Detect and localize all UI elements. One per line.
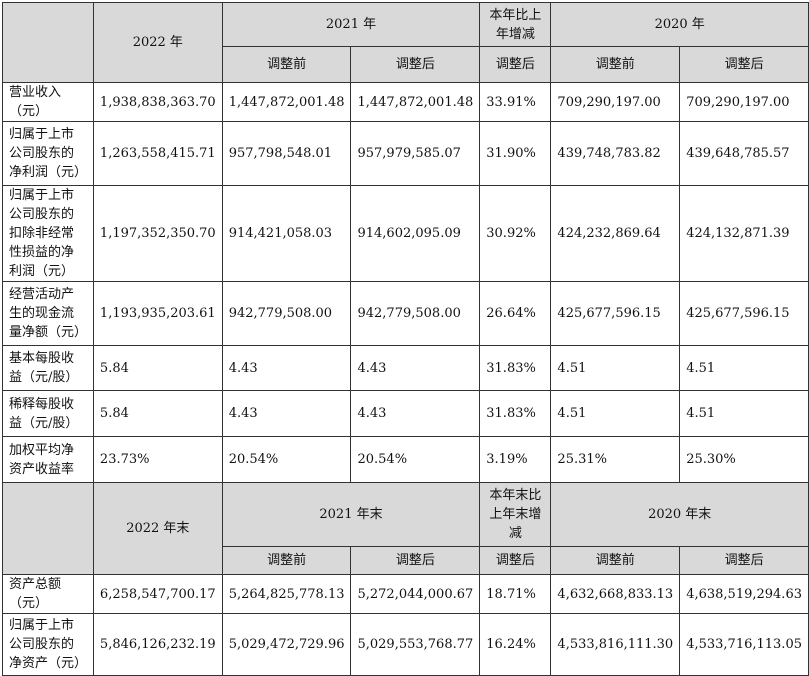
- cell: 5,264,825,778.13: [221, 574, 352, 614]
- row-label: 资产总额（元）: [2, 574, 94, 614]
- subheader-2020-after: 调整后: [679, 546, 809, 575]
- table-row: 稀释每股收益（元/股） 5.84 4.43 4.43 31.83% 4.51 4…: [2, 390, 809, 437]
- cell: 23.73%: [92, 436, 223, 483]
- row-label: 基本每股收益（元/股）: [2, 345, 94, 391]
- cell: 424,132,871.39: [679, 185, 809, 282]
- cell: 4,533,716,113.05: [679, 613, 809, 676]
- cell: 424,232,869.64: [550, 185, 681, 282]
- table-row: 归属于上市公司股东的净资产（元） 5,846,126,232.19 5,029,…: [2, 613, 809, 676]
- cell: 4.43: [221, 345, 352, 391]
- cell: 30.92%: [479, 185, 552, 282]
- col-header-2021-end: 2021 年末: [221, 482, 481, 547]
- cell: 1,197,352,350.70: [92, 185, 223, 282]
- cell: 942,779,508.00: [350, 281, 481, 346]
- cell: 16.24%: [479, 613, 552, 676]
- cell: 425,677,596.15: [550, 281, 681, 346]
- cell: 26.64%: [479, 281, 552, 346]
- table-row: 营业收入（元） 1,938,838,363.70 1,447,872,001.4…: [2, 82, 809, 122]
- col-header-change-end: 本年末比上年末增减: [479, 482, 552, 547]
- subheader-2021-after: 调整后: [350, 546, 481, 575]
- row-label: 营业收入（元）: [2, 82, 94, 122]
- cell: 1,938,838,363.70: [92, 82, 223, 122]
- cell: 914,421,058.03: [221, 185, 352, 282]
- cell: 1,447,872,001.48: [350, 82, 481, 122]
- cell: 4.43: [350, 345, 481, 391]
- subheader-row: 调整前 调整后 调整后 调整前 调整后: [3, 546, 809, 575]
- subheader-2021-before: 调整前: [221, 46, 352, 83]
- header-row: 2022 年末 2021 年末 本年末比上年末增减 2020 年末: [2, 482, 809, 575]
- cell: 25.30%: [679, 436, 809, 483]
- cell: 5,272,044,000.67: [350, 574, 481, 614]
- table-row: 经营活动产生的现金流量净额（元） 1,193,935,203.61 942,77…: [2, 281, 809, 346]
- row-label: 归属于上市公司股东的净资产（元）: [2, 613, 94, 676]
- cell: 4.51: [679, 390, 809, 437]
- cell: 25.31%: [550, 436, 681, 483]
- cell: 425,677,596.15: [679, 281, 809, 346]
- subheader-change-after: 调整后: [479, 46, 552, 83]
- cell: 4.51: [679, 345, 809, 391]
- cell: 1,447,872,001.48: [221, 82, 352, 122]
- subheader-2021-after: 调整后: [350, 46, 481, 83]
- cell: 4.43: [350, 390, 481, 437]
- subheader-row: 调整前 调整后 调整后 调整前 调整后: [3, 46, 809, 83]
- cell: 4.51: [550, 345, 681, 391]
- cell: 3.19%: [479, 436, 552, 483]
- table-row: 加权平均净资产收益率 23.73% 20.54% 20.54% 3.19% 25…: [2, 436, 809, 483]
- cell: 439,648,785.57: [679, 121, 809, 186]
- header-row: 2022 年 2021 年 本年比上年增减 2020 年: [2, 2, 809, 83]
- cell: 31.83%: [479, 345, 552, 391]
- subheader-2020-before: 调整前: [550, 546, 681, 575]
- subheader-change-after: 调整后: [479, 546, 552, 575]
- cell: 4,533,816,111.30: [550, 613, 681, 676]
- row-label: 归属于上市公司股东的扣除非经常性损益的净利润（元）: [2, 185, 94, 282]
- cell: 6,258,547,700.17: [92, 574, 223, 614]
- cell: 5,846,126,232.19: [92, 613, 223, 676]
- cell: 4,638,519,294.63: [679, 574, 809, 614]
- table-row: 基本每股收益（元/股） 5.84 4.43 4.43 31.83% 4.51 4…: [2, 345, 809, 391]
- cell: 4.51: [550, 390, 681, 437]
- cell: 18.71%: [479, 574, 552, 614]
- header-blank-cell: [2, 2, 94, 83]
- cell: 31.83%: [479, 390, 552, 437]
- table-row: 归属于上市公司股东的扣除非经常性损益的净利润（元） 1,197,352,350.…: [2, 185, 809, 282]
- cell: 5,029,553,768.77: [350, 613, 481, 676]
- cell: 439,748,783.82: [550, 121, 681, 186]
- col-header-2020-end: 2020 年末: [550, 482, 809, 547]
- cell: 4,632,668,833.13: [550, 574, 681, 614]
- col-header-2021: 2021 年: [221, 2, 481, 47]
- cell: 942,779,508.00: [221, 281, 352, 346]
- table-row: 归属于上市公司股东的净利润（元） 1,263,558,415.71 957,79…: [2, 121, 809, 186]
- col-header-2022-end: 2022 年末: [92, 482, 223, 575]
- row-label: 加权平均净资产收益率: [2, 436, 94, 483]
- cell: 33.91%: [479, 82, 552, 122]
- cell: 914,602,095.09: [350, 185, 481, 282]
- cell: 4.43: [221, 390, 352, 437]
- col-header-2020: 2020 年: [550, 2, 809, 47]
- cell: 5,029,472,729.96: [221, 613, 352, 676]
- row-label: 归属于上市公司股东的净利润（元）: [2, 121, 94, 186]
- cell: 5.84: [92, 345, 223, 391]
- subheader-2020-before: 调整前: [550, 46, 681, 83]
- cell: 957,979,585.07: [350, 121, 481, 186]
- row-label: 稀释每股收益（元/股）: [2, 390, 94, 437]
- cell: 1,193,935,203.61: [92, 281, 223, 346]
- cell: 31.90%: [479, 121, 552, 186]
- col-header-change: 本年比上年增减: [479, 2, 552, 47]
- table-row: 资产总额（元） 6,258,547,700.17 5,264,825,778.1…: [2, 574, 809, 614]
- subheader-2021-before: 调整前: [221, 546, 352, 575]
- cell: 20.54%: [221, 436, 352, 483]
- cell: 709,290,197.00: [679, 82, 809, 122]
- cell: 20.54%: [350, 436, 481, 483]
- col-header-2022: 2022 年: [92, 2, 223, 83]
- subheader-2020-after: 调整后: [679, 46, 809, 83]
- row-label: 经营活动产生的现金流量净额（元）: [2, 281, 94, 346]
- cell: 957,798,548.01: [221, 121, 352, 186]
- cell: 709,290,197.00: [550, 82, 681, 122]
- cell: 1,263,558,415.71: [92, 121, 223, 186]
- cell: 5.84: [92, 390, 223, 437]
- header-blank-cell: [2, 482, 94, 575]
